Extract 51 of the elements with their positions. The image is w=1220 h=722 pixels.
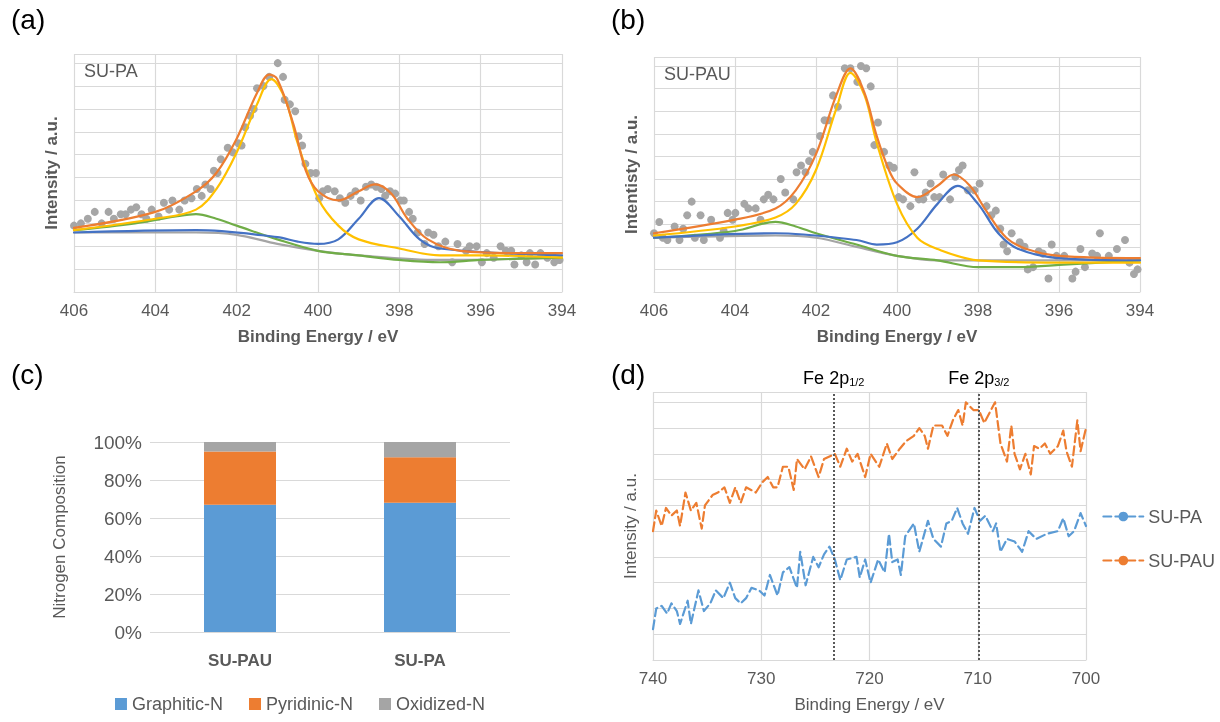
legend-label: Graphitic-N [131,694,223,714]
x-tick-label: 406 [59,301,89,320]
x-tick-label: 402 [222,301,251,320]
legend-label: SU-PAU [1148,550,1216,571]
y-tick-label: 0% [114,621,143,643]
y-tick-label: 80% [103,469,143,491]
x-tick-label: 400 [303,301,333,320]
x-tick-label: 740 [638,669,668,688]
y-tick-label: 100% [93,431,143,453]
x-axis-title: Binding Energy / eV [237,327,399,346]
x-axis-title: Binding Energy / eV [794,695,946,714]
ref-line-label: Fe 2p3/2 [948,367,1010,388]
x-tick-label: 700 [1071,669,1101,688]
x-tick-label: 396 [1044,301,1074,320]
y-axis-title: Nitrogen Composition [50,455,69,619]
x-tick-label: 730 [747,669,776,688]
chart-title: (d) [611,358,646,390]
chart-title: (c) [11,358,44,390]
x-tick-label: 398 [963,301,993,320]
bar [204,442,276,452]
x-tick-label: 720 [855,669,884,688]
bar [204,451,276,505]
x-tick-label: 396 [466,301,495,320]
annotation: SU-PAU [664,64,731,84]
bar [384,502,456,632]
x-tick-label: 394 [547,301,577,320]
x-tick-label: 404 [141,301,170,320]
legend-label: SU-PA [1148,506,1203,527]
x-tick-label: 400 [882,301,912,320]
annotation: SU-PA [84,61,138,81]
ref-line-label: Fe 2p1/2 [803,367,865,388]
x-axis-title: Binding Energy / eV [816,327,978,346]
y-tick-label: 40% [103,545,143,567]
bar [384,442,456,458]
legend-label: Oxidized-N [396,694,486,714]
bar [384,457,456,503]
chart-title: (a) [11,3,46,35]
y-axis-title: Intensity / a.u. [621,473,640,579]
bar [204,504,276,632]
y-axis-title: Intensity / a.u. [42,116,61,230]
y-tick-label: 60% [103,507,143,529]
x-tick-label: 404 [720,301,750,320]
x-tick-label: 406 [639,301,669,320]
x-tick-label: 402 [801,301,831,320]
legend-label: Pyridinic-N [265,694,354,714]
x-tick-label: 398 [385,301,414,320]
y-tick-label: 20% [103,583,143,605]
x-tick-label: 710 [963,669,992,688]
x-tick-label: 394 [1125,301,1155,320]
y-axis-title: Intentisty / a.u. [622,114,641,235]
chart-title: (b) [611,3,646,35]
